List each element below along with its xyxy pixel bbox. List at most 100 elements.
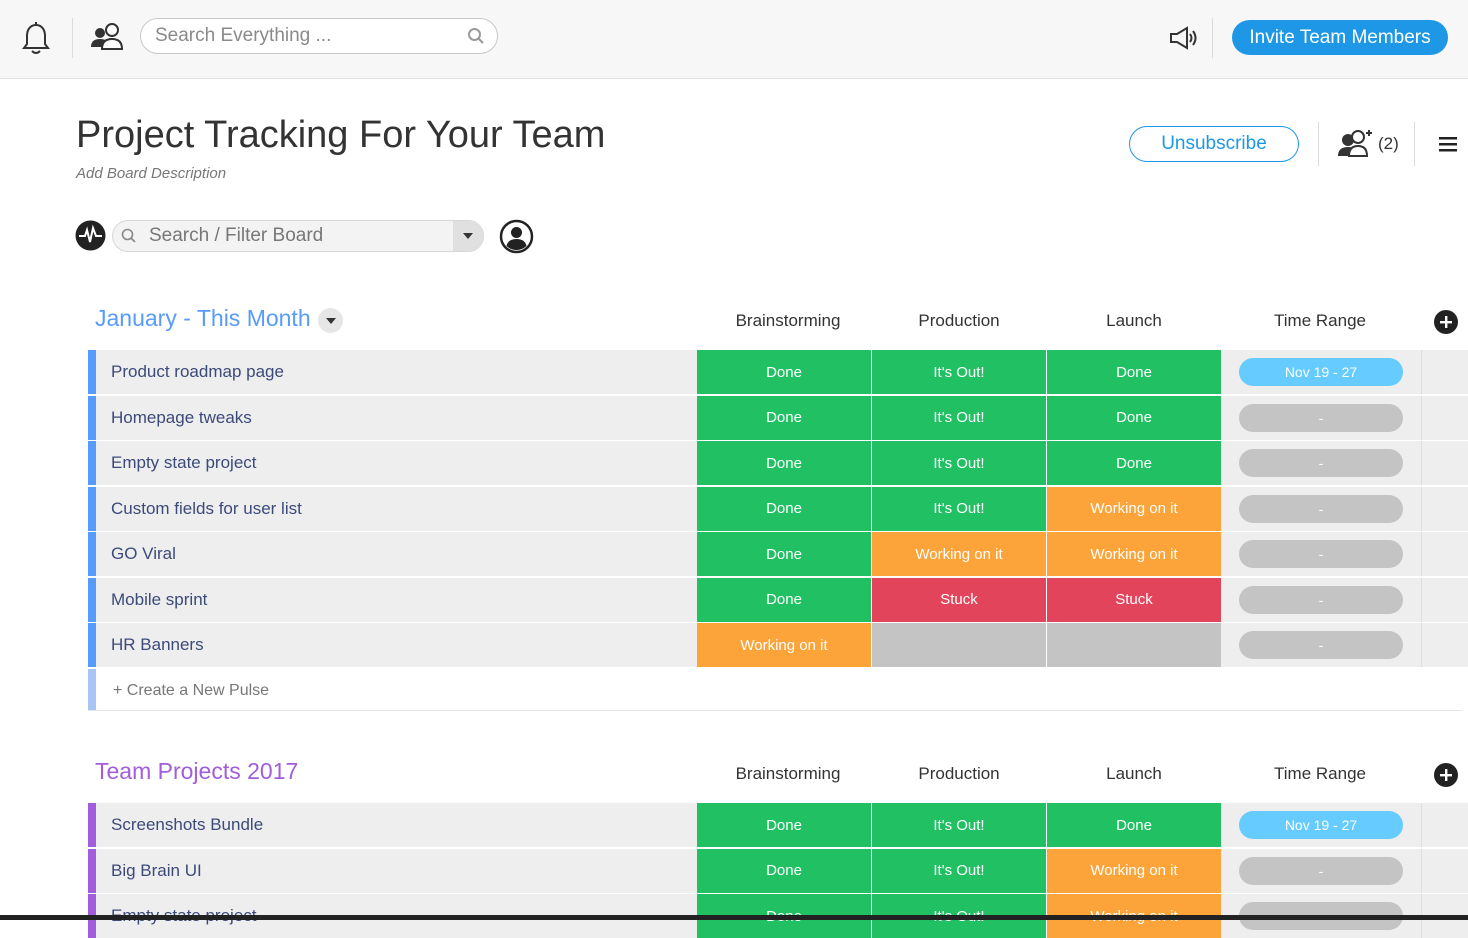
status-cell[interactable]: Working on it bbox=[1047, 848, 1221, 893]
status-cell[interactable]: Done bbox=[697, 577, 871, 622]
extra-cell[interactable] bbox=[1421, 350, 1468, 394]
group-menu-button[interactable] bbox=[318, 308, 343, 333]
extra-cell[interactable] bbox=[1421, 395, 1468, 440]
time-range-cell[interactable]: - bbox=[1221, 848, 1421, 893]
pulse-row[interactable]: Product roadmap page Done It's Out! Done Nov… bbox=[88, 350, 1468, 394]
pulse-row[interactable]: Big Brain UI Done It's Out! Working on it - bbox=[88, 848, 1468, 893]
status-cell[interactable]: Done bbox=[697, 486, 871, 531]
board-filter[interactable] bbox=[112, 220, 484, 252]
pulse-name-cell[interactable]: Custom fields for user list bbox=[96, 486, 697, 531]
status-cell[interactable]: Done bbox=[697, 350, 871, 394]
group-title[interactable]: Team Projects 2017 bbox=[95, 758, 299, 784]
status-cell[interactable]: Done bbox=[1047, 395, 1221, 440]
pulse-name[interactable]: Product roadmap page bbox=[111, 362, 284, 381]
extra-cell[interactable] bbox=[1421, 486, 1468, 531]
time-range-pill[interactable]: - bbox=[1239, 856, 1403, 885]
pulse-name-cell[interactable]: HR Banners bbox=[96, 623, 697, 667]
time-range-cell[interactable]: - bbox=[1221, 441, 1421, 485]
time-range-cell[interactable]: Nov 19 - 27 bbox=[1221, 350, 1421, 394]
pulse-row[interactable]: Screenshots Bundle Done It's Out! Done Nov 1… bbox=[88, 803, 1468, 847]
status-cell[interactable]: Working on it bbox=[697, 623, 871, 667]
board-description[interactable]: Add Board Description bbox=[76, 165, 227, 182]
column-header[interactable]: Time Range bbox=[1274, 311, 1366, 330]
time-range-cell[interactable]: - bbox=[1221, 532, 1421, 576]
subscribers-icon[interactable] bbox=[1336, 128, 1374, 160]
pulse-name-cell[interactable]: Empty state project bbox=[96, 441, 697, 485]
status-cell[interactable]: Done bbox=[697, 803, 871, 847]
extra-cell[interactable] bbox=[1421, 577, 1468, 622]
pulse-name[interactable]: Screenshots Bundle bbox=[111, 815, 264, 834]
time-range-pill[interactable]: - bbox=[1239, 585, 1403, 614]
extra-cell[interactable] bbox=[1421, 532, 1468, 576]
status-cell[interactable]: It's Out! bbox=[872, 486, 1046, 531]
pulse-name[interactable]: Empty state project bbox=[111, 453, 257, 472]
add-column-icon[interactable] bbox=[1434, 763, 1458, 787]
status-cell[interactable]: Working on it bbox=[1047, 486, 1221, 531]
pulse-row[interactable]: GO Viral Done Working on it Working on it - bbox=[88, 532, 1468, 576]
board-title[interactable]: Project Tracking For Your Team bbox=[76, 114, 606, 156]
time-range-cell[interactable]: - bbox=[1221, 623, 1421, 667]
status-cell[interactable] bbox=[872, 623, 1046, 667]
status-cell[interactable]: Done bbox=[697, 395, 871, 440]
column-header[interactable]: Production bbox=[918, 764, 1000, 783]
menu-icon[interactable] bbox=[1436, 132, 1460, 156]
add-column-icon[interactable] bbox=[1434, 310, 1458, 334]
time-range-pill[interactable]: - bbox=[1239, 494, 1403, 523]
time-range-cell[interactable]: - bbox=[1221, 486, 1421, 531]
search-icon[interactable] bbox=[467, 27, 485, 50]
status-cell[interactable]: Working on it bbox=[1047, 532, 1221, 576]
status-cell[interactable]: Done bbox=[1047, 803, 1221, 847]
status-cell[interactable]: Stuck bbox=[872, 577, 1046, 622]
pulse-name[interactable]: Mobile sprint bbox=[111, 589, 208, 609]
megaphone-icon[interactable] bbox=[1166, 22, 1200, 54]
subscribers-count[interactable]: (2) bbox=[1378, 134, 1399, 153]
status-cell[interactable]: Done bbox=[1047, 350, 1221, 394]
time-range-pill[interactable]: - bbox=[1239, 403, 1403, 432]
time-range-pill[interactable]: - bbox=[1239, 540, 1403, 568]
status-cell[interactable]: It's Out! bbox=[872, 441, 1046, 485]
extra-cell[interactable] bbox=[1421, 441, 1468, 485]
time-range-pill[interactable]: Nov 19 - 27 bbox=[1239, 358, 1403, 386]
column-header[interactable]: Brainstorming bbox=[735, 764, 841, 783]
column-header[interactable]: Time Range bbox=[1274, 764, 1366, 783]
status-cell[interactable]: It's Out! bbox=[872, 395, 1046, 440]
pulse-name-cell[interactable]: Homepage tweaks bbox=[96, 395, 697, 440]
column-header[interactable]: Production bbox=[918, 311, 1000, 330]
time-range-pill[interactable]: - bbox=[1239, 631, 1403, 659]
column-header[interactable]: Launch bbox=[1106, 764, 1162, 783]
status-cell[interactable] bbox=[1047, 623, 1221, 667]
status-cell[interactable]: It's Out! bbox=[872, 803, 1046, 847]
group-title[interactable]: January - This Month bbox=[95, 305, 311, 331]
pulse-row[interactable]: HR Banners Working on it - bbox=[88, 623, 1468, 667]
pulse-row[interactable]: Custom fields for user list Done It's Out!… bbox=[88, 486, 1468, 531]
filter-input[interactable] bbox=[149, 226, 449, 246]
status-cell[interactable]: Stuck bbox=[1047, 577, 1221, 622]
create-new-pulse-row[interactable]: + Create a New Pulse bbox=[88, 669, 1462, 711]
time-range-pill[interactable]: - bbox=[1239, 449, 1403, 477]
invite-team-members-button[interactable]: Invite Team Members bbox=[1232, 20, 1448, 55]
create-new-pulse-input[interactable]: + Create a New Pulse bbox=[113, 682, 270, 699]
bell-icon[interactable] bbox=[20, 20, 52, 56]
status-cell[interactable]: Done bbox=[697, 441, 871, 485]
activity-icon[interactable] bbox=[75, 220, 106, 251]
pulse-name-cell[interactable]: GO Viral bbox=[96, 532, 697, 576]
pulse-name[interactable]: Custom fields for user list bbox=[111, 498, 302, 518]
time-range-cell[interactable]: - bbox=[1221, 395, 1421, 440]
person-filter-icon[interactable] bbox=[499, 219, 534, 254]
pulse-name[interactable]: GO Viral bbox=[111, 544, 176, 563]
extra-cell[interactable] bbox=[1421, 623, 1468, 667]
status-cell[interactable]: Done bbox=[697, 532, 871, 576]
pulse-name[interactable]: Big Brain UI bbox=[111, 860, 202, 880]
pulse-row[interactable]: Homepage tweaks Done It's Out! Done - bbox=[88, 395, 1468, 440]
status-cell[interactable]: Working on it bbox=[872, 532, 1046, 576]
status-cell[interactable]: It's Out! bbox=[872, 350, 1046, 394]
pulse-name-cell[interactable]: Product roadmap page bbox=[96, 350, 697, 394]
filter-dropdown-button[interactable] bbox=[453, 221, 483, 251]
column-header[interactable]: Brainstorming bbox=[735, 311, 841, 330]
pulse-name-cell[interactable]: Screenshots Bundle bbox=[96, 803, 697, 847]
time-range-pill[interactable]: Nov 19 - 27 bbox=[1239, 811, 1403, 839]
column-header[interactable]: Launch bbox=[1106, 311, 1162, 330]
team-icon[interactable] bbox=[90, 20, 124, 54]
status-cell[interactable]: Done bbox=[1047, 441, 1221, 485]
extra-cell[interactable] bbox=[1421, 848, 1468, 893]
